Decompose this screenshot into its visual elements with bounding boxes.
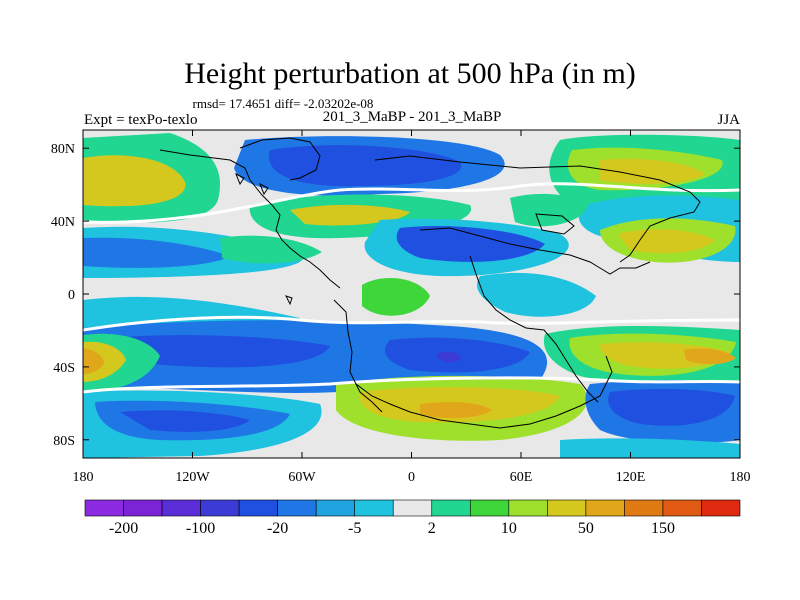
field-region bbox=[436, 351, 462, 363]
colorbar-swatch bbox=[84, 499, 124, 517]
field-region bbox=[560, 438, 740, 458]
field-region bbox=[268, 145, 462, 187]
coastline-asia-south bbox=[419, 227, 651, 275]
colorbar-label: 150 bbox=[651, 520, 675, 537]
field-region bbox=[120, 410, 250, 432]
experiment-label: Expt = texPo-texlo bbox=[84, 112, 197, 128]
case-label: 201_3_MaBP - 201_3_MaBP bbox=[323, 109, 502, 125]
field-region bbox=[600, 158, 705, 184]
chart-title: Height perturbation at 500 hPa (in m) bbox=[184, 57, 636, 90]
colorbar-swatch bbox=[431, 499, 471, 517]
field-region bbox=[362, 278, 430, 316]
field-region bbox=[510, 193, 588, 227]
colorbar-swatch bbox=[392, 499, 433, 517]
coastline-small-islands bbox=[235, 172, 293, 306]
x-tick-label: 60W bbox=[288, 470, 316, 485]
coastline-africa bbox=[469, 255, 599, 403]
x-tick-label: 60E bbox=[510, 470, 533, 485]
y-axis: 80N 40N 0 40S 80S bbox=[51, 142, 740, 449]
colorbar-label: 50 bbox=[578, 520, 594, 537]
field-region bbox=[220, 235, 322, 264]
colorbar-swatch bbox=[662, 499, 702, 517]
field-region bbox=[83, 155, 186, 207]
y-tick-label: 0 bbox=[68, 288, 75, 303]
colorbar-label: -20 bbox=[267, 520, 288, 537]
colorbar-swatch bbox=[585, 499, 625, 517]
height-field bbox=[83, 130, 740, 458]
colorbar-label: -5 bbox=[348, 520, 361, 537]
stats-text: rmsd= 17.4651 diff= -2.03202e-08 bbox=[193, 96, 374, 111]
coastlines bbox=[159, 137, 701, 429]
colorbar-swatch bbox=[123, 499, 163, 517]
coastline-greenland bbox=[239, 137, 321, 181]
y-tick-label: 40S bbox=[53, 361, 75, 376]
colorbar-swatch bbox=[315, 499, 356, 517]
colorbar-swatch bbox=[469, 499, 510, 517]
x-axis: 180 120W 60W 0 60E 120E 180 bbox=[73, 130, 751, 485]
field-region bbox=[684, 348, 736, 365]
zero-contour bbox=[83, 315, 740, 332]
x-tick-label: 120W bbox=[175, 470, 210, 485]
colorbar-label: -100 bbox=[186, 520, 215, 537]
field-region bbox=[108, 335, 330, 368]
field-region bbox=[83, 237, 230, 268]
x-tick-label: 0 bbox=[408, 470, 415, 485]
coastline-eurasia bbox=[374, 155, 701, 263]
field-region bbox=[396, 225, 545, 262]
field-region bbox=[618, 229, 715, 254]
y-tick-label: 80N bbox=[51, 142, 75, 157]
y-tick-label: 40N bbox=[51, 215, 75, 230]
colorbar-swatch bbox=[508, 499, 548, 517]
field-region bbox=[420, 402, 492, 419]
colorbar-swatch bbox=[238, 499, 278, 517]
coastline-north-america bbox=[159, 149, 341, 289]
coastline-antarctica bbox=[355, 355, 613, 429]
y-tick-label: 80S bbox=[53, 434, 75, 449]
colorbar-swatch bbox=[701, 499, 741, 517]
season-label: JJA bbox=[717, 112, 740, 128]
coastline-south-america bbox=[333, 299, 383, 413]
colorbar-label: 2 bbox=[428, 520, 436, 537]
x-tick-label: 180 bbox=[730, 470, 751, 485]
colorbar: -200 -100 -20 -5 2 10 50 150 bbox=[84, 499, 741, 537]
x-tick-label: 120E bbox=[616, 470, 646, 485]
colorbar-label: -200 bbox=[109, 520, 138, 537]
colorbar-swatch bbox=[624, 499, 664, 517]
zero-contour bbox=[83, 376, 740, 394]
zero-contour bbox=[83, 182, 740, 224]
colorbar-swatch bbox=[161, 499, 201, 517]
colorbar-swatch bbox=[200, 499, 240, 517]
colorbar-swatch bbox=[547, 499, 587, 517]
coastline-arctic-islands bbox=[535, 213, 575, 235]
colorbar-label: 10 bbox=[501, 520, 517, 537]
field-region bbox=[83, 348, 104, 374]
x-tick-label: 180 bbox=[73, 470, 94, 485]
field-region bbox=[477, 272, 596, 317]
colorbar-swatch bbox=[354, 499, 394, 517]
colorbar-swatch bbox=[277, 499, 317, 517]
field-region bbox=[608, 389, 735, 426]
